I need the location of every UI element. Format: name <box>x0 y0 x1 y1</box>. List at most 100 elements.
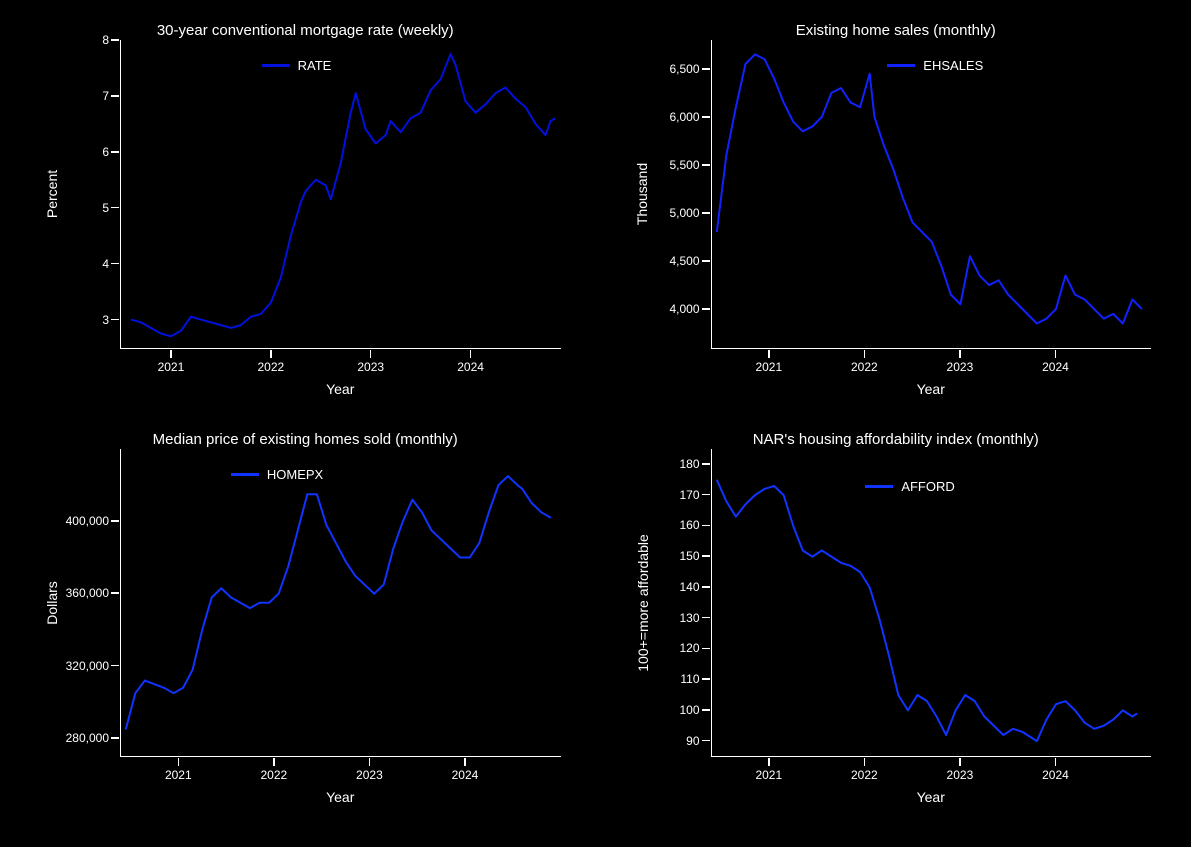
series-line <box>121 40 561 348</box>
x-tick-label: 2024 <box>1042 768 1069 782</box>
legend: AFFORD <box>865 479 954 494</box>
y-tick <box>111 39 119 41</box>
x-tick-label: 2021 <box>755 360 782 374</box>
x-tick <box>369 758 371 766</box>
x-tick <box>273 758 275 766</box>
legend: EHSALES <box>887 58 983 73</box>
y-tick-label: 180 <box>679 457 699 471</box>
x-axis-label: Year <box>120 381 561 397</box>
y-tick <box>702 740 710 742</box>
legend-label: RATE <box>298 58 332 73</box>
panel-title: Existing home sales (monthly) <box>631 22 1162 39</box>
y-tick-label: 7 <box>102 89 109 103</box>
legend-label: AFFORD <box>901 479 954 494</box>
y-tick <box>702 494 710 496</box>
x-tick-label: 2022 <box>261 768 288 782</box>
y-tick-label: 360,000 <box>66 586 109 600</box>
y-tick <box>111 151 119 153</box>
legend: RATE <box>262 58 332 73</box>
y-tick-label: 280,000 <box>66 731 109 745</box>
panel-title: NAR's housing affordability index (month… <box>631 431 1162 448</box>
y-tick <box>702 116 710 118</box>
x-tick <box>959 758 961 766</box>
y-axis-label: Percent <box>44 40 60 349</box>
x-tick-label: 2023 <box>356 768 383 782</box>
x-axis-label: Year <box>711 381 1152 397</box>
x-tick-label: 2022 <box>851 768 878 782</box>
x-tick <box>864 350 866 358</box>
y-tick <box>702 212 710 214</box>
x-tick-label: 2024 <box>1042 360 1069 374</box>
chart-grid: 30-year conventional mortgage rate (week… <box>0 0 1191 847</box>
y-tick-label: 5,500 <box>669 158 699 172</box>
legend-label: HOMEPX <box>267 467 323 482</box>
y-tick-label: 4,500 <box>669 254 699 268</box>
y-tick <box>702 586 710 588</box>
plot-area: 4,0004,5005,0005,5006,0006,5002021202220… <box>711 40 1152 349</box>
y-tick <box>111 592 119 594</box>
panel-afford: NAR's housing affordability index (month… <box>631 439 1162 808</box>
y-tick-label: 140 <box>679 580 699 594</box>
x-tick-label: 2021 <box>158 360 185 374</box>
y-tick-label: 90 <box>686 734 699 748</box>
y-tick-label: 4 <box>102 257 109 271</box>
y-tick <box>702 68 710 70</box>
y-tick-label: 3 <box>102 313 109 327</box>
x-tick-label: 2021 <box>165 768 192 782</box>
x-tick-label: 2022 <box>257 360 284 374</box>
legend: HOMEPX <box>231 467 323 482</box>
y-tick-label: 6 <box>102 145 109 159</box>
x-tick-label: 2024 <box>452 768 479 782</box>
legend-swatch <box>865 485 893 488</box>
y-tick <box>111 520 119 522</box>
y-tick <box>702 525 710 527</box>
y-tick <box>111 319 119 321</box>
x-tick <box>768 350 770 358</box>
panel-title: Median price of existing homes sold (mon… <box>40 431 571 448</box>
legend-label: EHSALES <box>923 58 983 73</box>
x-tick-label: 2023 <box>357 360 384 374</box>
x-tick-label: 2023 <box>947 360 974 374</box>
x-tick <box>1055 350 1057 358</box>
y-axis-label: Dollars <box>44 449 60 758</box>
y-tick <box>702 463 710 465</box>
y-tick <box>702 709 710 711</box>
x-tick <box>178 758 180 766</box>
legend-swatch <box>231 473 259 476</box>
x-tick <box>270 350 272 358</box>
y-tick-label: 5,000 <box>669 206 699 220</box>
y-tick <box>111 737 119 739</box>
series-line <box>121 449 561 757</box>
y-tick <box>111 263 119 265</box>
plot-area: 280,000320,000360,000400,000202120222023… <box>120 449 561 758</box>
x-tick <box>768 758 770 766</box>
y-tick-label: 130 <box>679 611 699 625</box>
x-tick <box>864 758 866 766</box>
y-tick-label: 170 <box>679 488 699 502</box>
y-tick-label: 100 <box>679 703 699 717</box>
y-tick-label: 110 <box>680 672 699 686</box>
plot-area: 9010011012013014015016017018020212022202… <box>711 449 1152 758</box>
y-tick-label: 320,000 <box>66 659 109 673</box>
y-tick <box>702 260 710 262</box>
y-tick-label: 4,000 <box>669 302 699 316</box>
y-tick-label: 8 <box>102 33 109 47</box>
y-tick-label: 6,000 <box>669 110 699 124</box>
x-tick <box>370 350 372 358</box>
y-tick-label: 6,500 <box>669 62 699 76</box>
panel-rate30y: 30-year conventional mortgage rate (week… <box>40 30 571 399</box>
legend-swatch <box>887 64 915 67</box>
x-tick <box>470 350 472 358</box>
x-tick <box>959 350 961 358</box>
legend-swatch <box>262 64 290 67</box>
panel-ehsales: Existing home sales (monthly) Thousand 4… <box>631 30 1162 399</box>
y-tick-label: 120 <box>679 641 699 655</box>
y-tick <box>111 207 119 209</box>
x-tick <box>464 758 466 766</box>
y-tick <box>702 308 710 310</box>
x-tick <box>170 350 172 358</box>
y-tick <box>702 555 710 557</box>
x-tick-label: 2024 <box>457 360 484 374</box>
y-axis-label: Thousand <box>635 40 651 349</box>
x-tick-label: 2023 <box>947 768 974 782</box>
